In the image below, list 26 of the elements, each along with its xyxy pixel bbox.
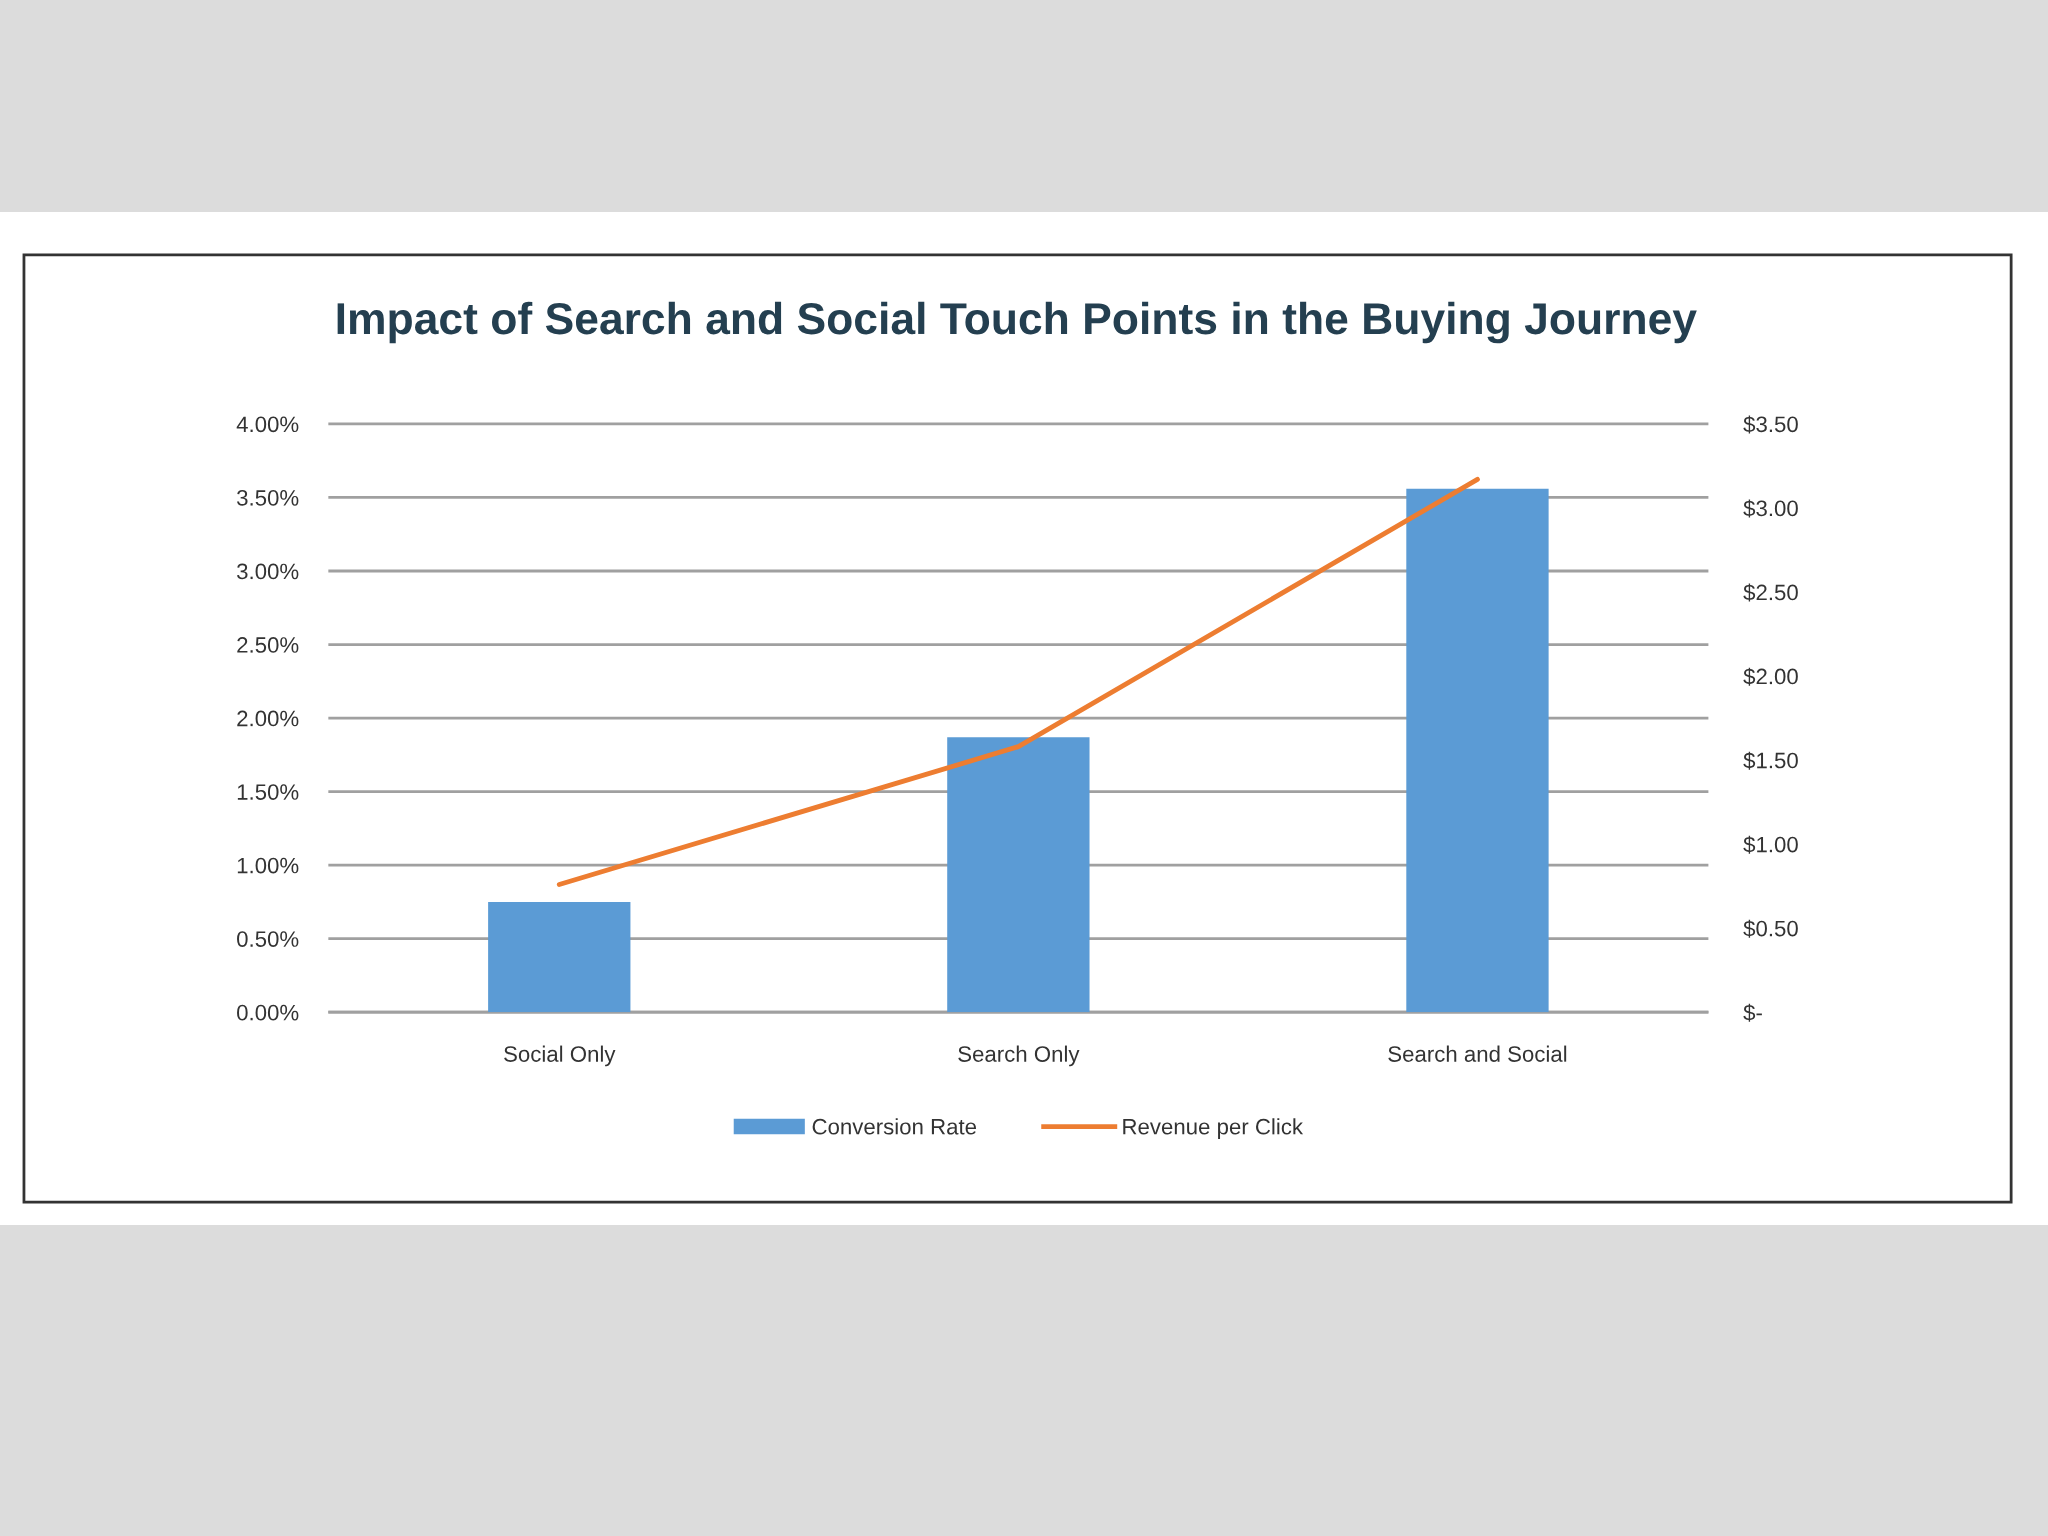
legend-label: Conversion Rate (812, 1118, 977, 1135)
bar (947, 737, 1090, 1013)
bar (1406, 488, 1549, 1013)
y2-tick-label: $3.00 (1743, 499, 1798, 518)
y-tick-label: 0.00% (237, 1004, 299, 1021)
y-tick-label: 3.00% (237, 563, 299, 580)
y2-tick-label: $3.50 (1743, 415, 1798, 434)
y2-tick-label: $- (1743, 1003, 1762, 1022)
x-tick-label: Search and Social (1388, 1045, 1567, 1062)
bar (488, 901, 631, 1013)
x-tick-label: Search Only (958, 1045, 1080, 1067)
y2-tick-label: $1.50 (1743, 751, 1798, 770)
y-tick-label: 2.00% (237, 710, 299, 727)
y-tick-label: 1.00% (237, 857, 299, 874)
chart-title: Impact of Search and Social Touch Points in the Buying Journey (337, 301, 1697, 344)
y2-tick-label: $2.50 (1743, 583, 1798, 602)
y-tick-label: 3.50% (237, 490, 299, 506)
y2-tick-label: $1.00 (1743, 835, 1798, 854)
y-tick-label: 2.50% (237, 637, 299, 653)
y2-tick-label: $0.50 (1743, 919, 1798, 938)
y2-tick-label: $2.00 (1743, 667, 1798, 686)
legend-label: Revenue per Click (1123, 1118, 1304, 1139)
x-tick-label: Social Only (504, 1045, 616, 1067)
y-tick-label: 0.50% (237, 931, 299, 947)
y-tick-label: 4.00% (236, 416, 299, 433)
y-tick-label: 1.50% (237, 784, 299, 800)
